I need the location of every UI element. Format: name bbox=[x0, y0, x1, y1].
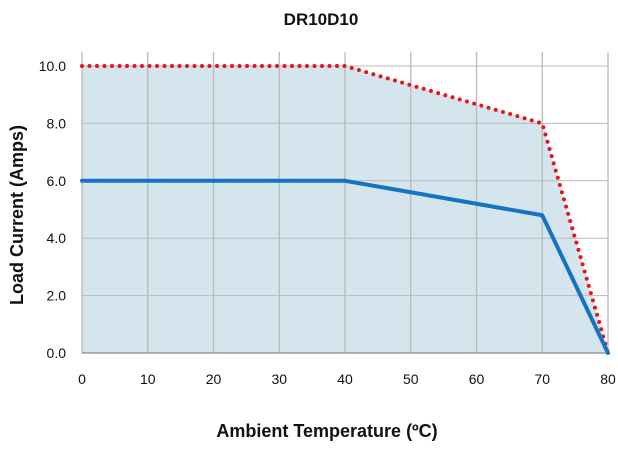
x-axis-title: Ambient Temperature (ºC) bbox=[216, 421, 437, 441]
y-tick-label: 2.0 bbox=[47, 288, 67, 304]
x-tick-label: 10 bbox=[140, 371, 156, 387]
y-tick-label: 4.0 bbox=[47, 230, 67, 246]
x-tick-label: 50 bbox=[403, 371, 419, 387]
x-tick-label: 40 bbox=[337, 371, 353, 387]
chart-title: DR10D10 bbox=[284, 10, 359, 29]
series-line-dotted bbox=[80, 64, 610, 355]
y-tick-label: 10.0 bbox=[39, 58, 66, 74]
x-tick-label: 30 bbox=[271, 371, 287, 387]
y-tick-label: 0.0 bbox=[47, 345, 67, 361]
y-axis-title: Load Current (Amps) bbox=[7, 125, 27, 305]
x-tick-label: 0 bbox=[78, 371, 86, 387]
y-tick-label: 6.0 bbox=[47, 173, 67, 189]
x-tick-label: 20 bbox=[206, 371, 222, 387]
x-tick-label: 80 bbox=[600, 371, 616, 387]
x-tick-label: 70 bbox=[534, 371, 550, 387]
y-tick-label: 8.0 bbox=[47, 115, 67, 131]
x-tick-label: 60 bbox=[469, 371, 485, 387]
series-line-solid bbox=[80, 178, 610, 355]
plot-area: 0 10 20 30 40 50 60 70 80 0.0 2.0 4.0 6.0 8.0 10.0 bbox=[39, 52, 616, 387]
